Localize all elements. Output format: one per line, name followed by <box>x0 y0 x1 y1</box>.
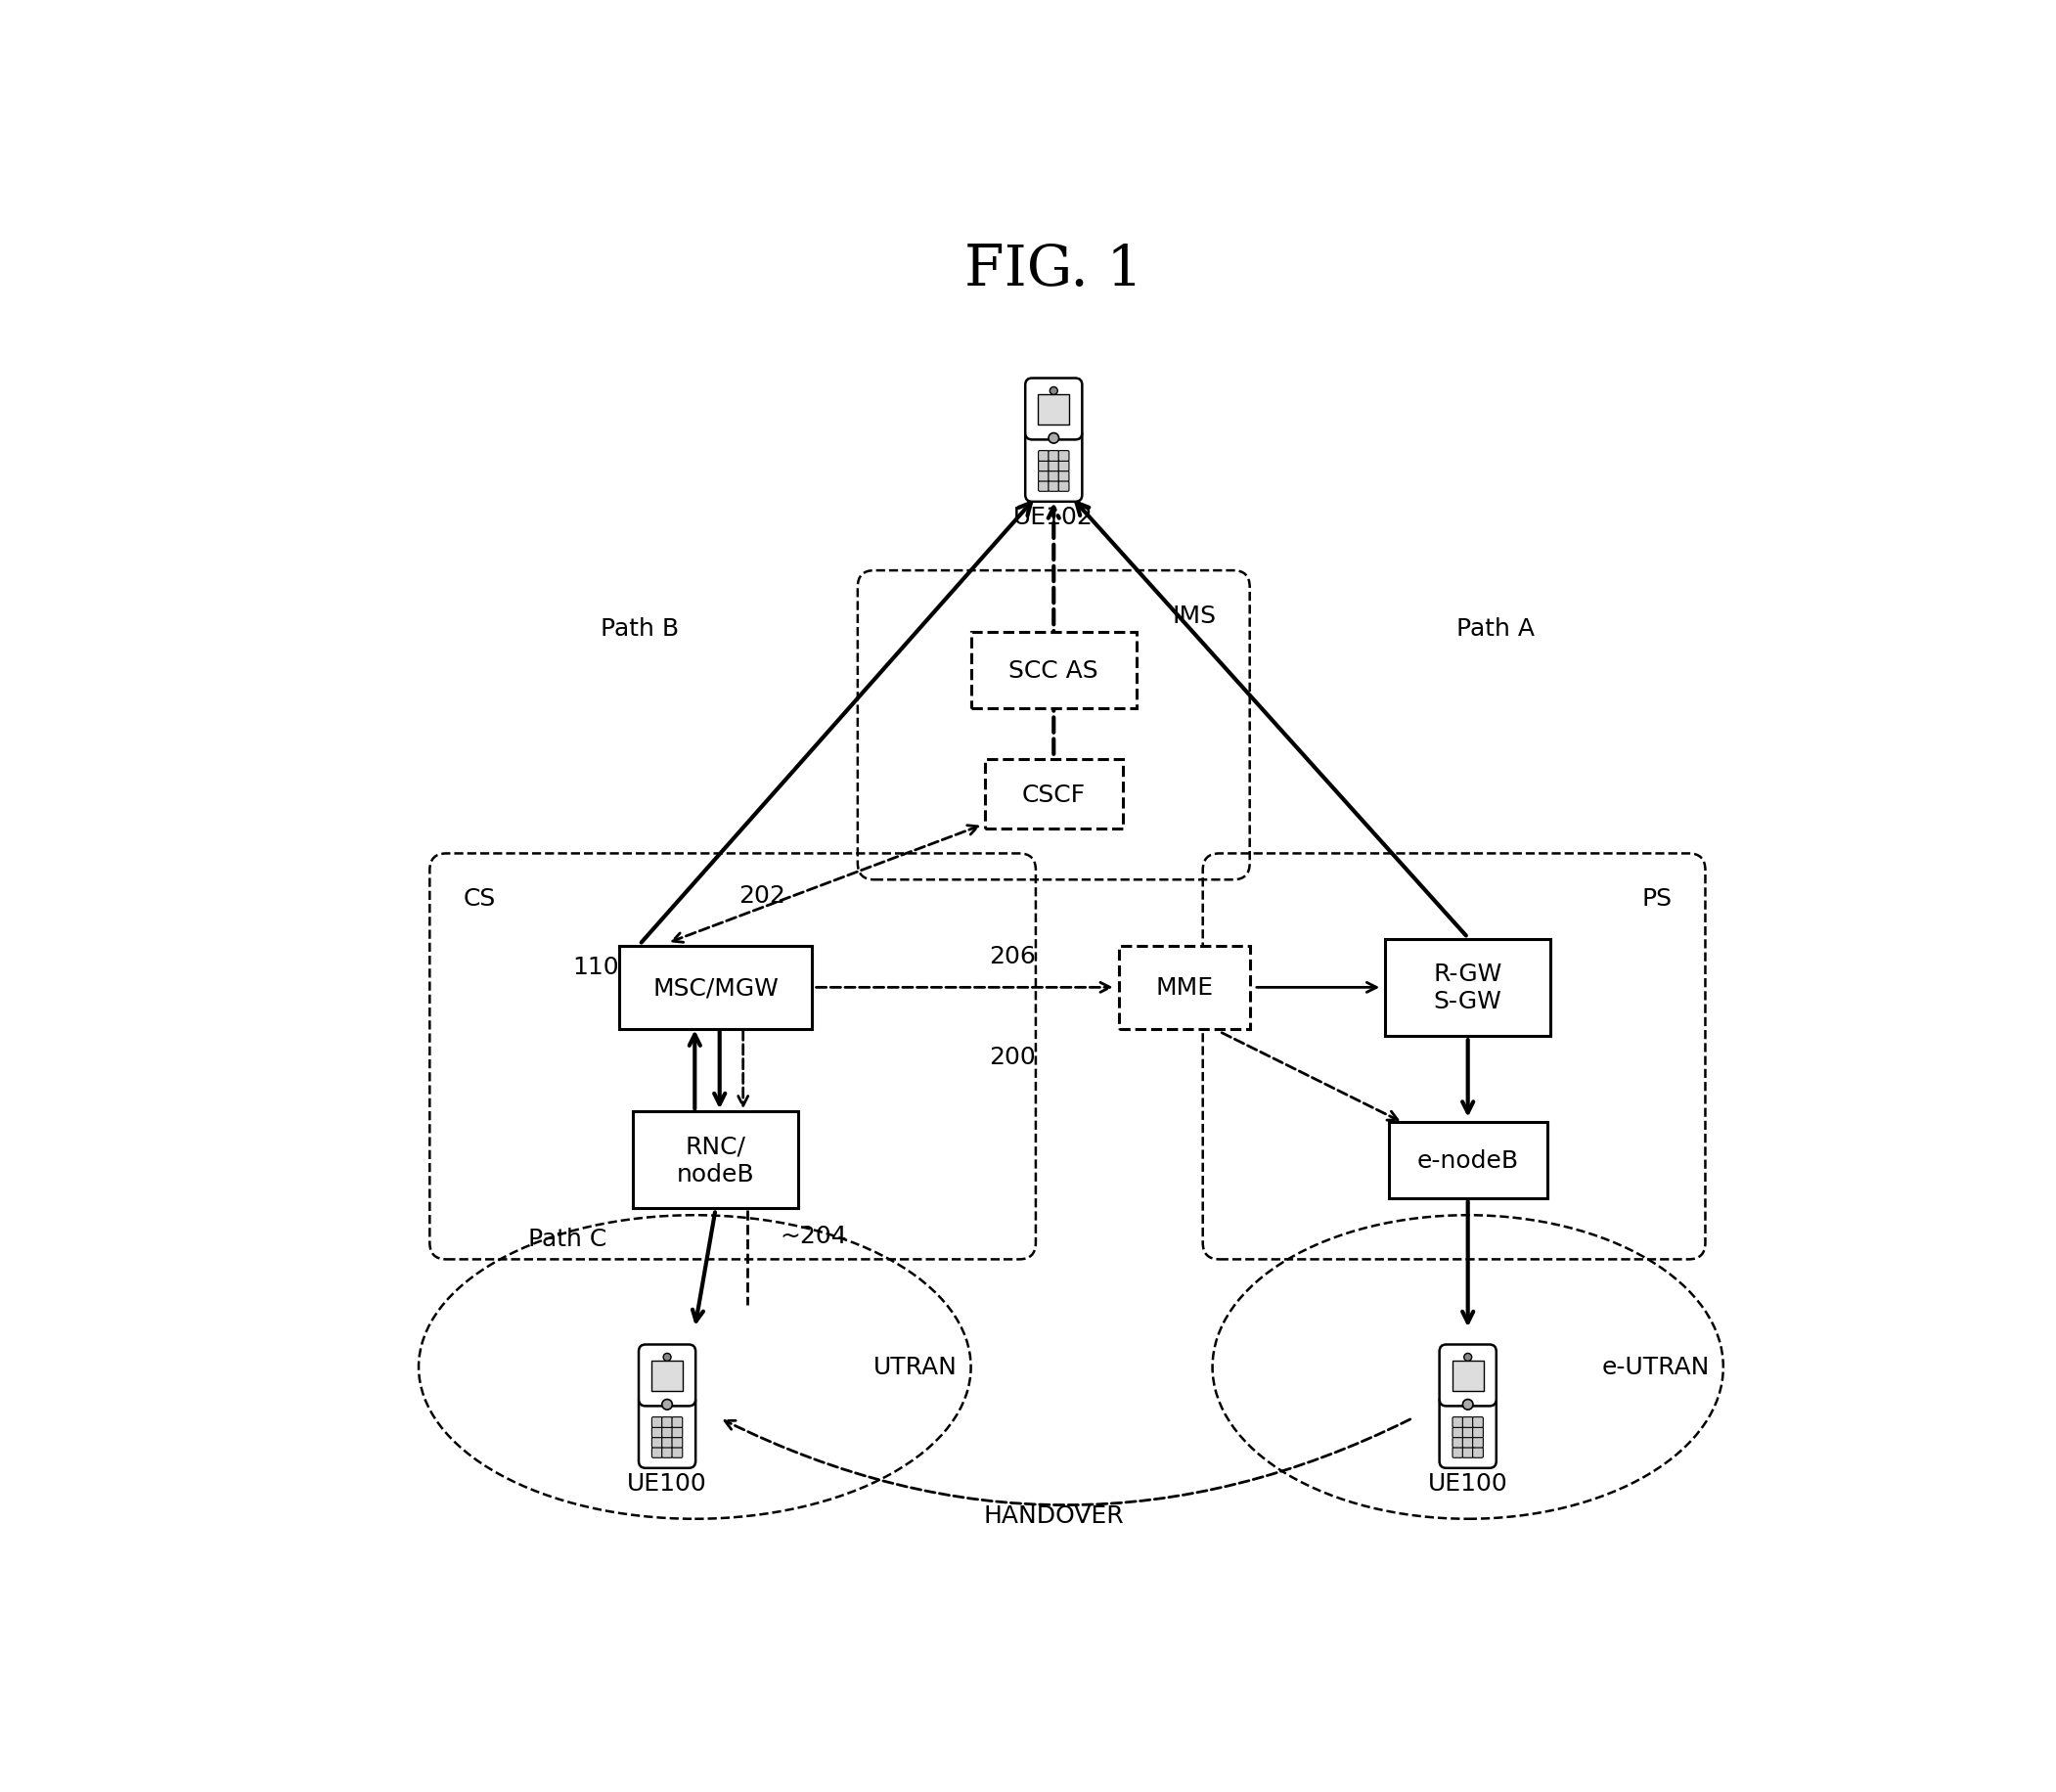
FancyBboxPatch shape <box>1472 1448 1482 1459</box>
Text: R-GW
S-GW: R-GW S-GW <box>1433 962 1503 1012</box>
Text: e-nodeB: e-nodeB <box>1417 1149 1519 1172</box>
FancyBboxPatch shape <box>652 1426 662 1437</box>
Text: CS: CS <box>463 887 495 910</box>
FancyBboxPatch shape <box>1059 461 1069 471</box>
FancyBboxPatch shape <box>1118 946 1250 1029</box>
FancyBboxPatch shape <box>1472 1437 1482 1448</box>
FancyBboxPatch shape <box>1462 1448 1472 1459</box>
Text: 206: 206 <box>989 944 1036 968</box>
FancyArrowPatch shape <box>672 826 979 943</box>
FancyBboxPatch shape <box>1452 1437 1464 1448</box>
FancyArrowPatch shape <box>693 1213 715 1321</box>
FancyBboxPatch shape <box>1038 396 1069 425</box>
FancyBboxPatch shape <box>1472 1417 1482 1428</box>
FancyBboxPatch shape <box>1472 1426 1482 1437</box>
Circle shape <box>1462 1400 1472 1410</box>
Text: FIG. 1: FIG. 1 <box>964 244 1143 297</box>
FancyBboxPatch shape <box>662 1437 672 1448</box>
Circle shape <box>662 1400 672 1410</box>
FancyBboxPatch shape <box>1462 1426 1472 1437</box>
FancyArrowPatch shape <box>1077 504 1466 935</box>
Circle shape <box>1049 434 1059 444</box>
Text: RNC/
nodeB: RNC/ nodeB <box>676 1134 755 1186</box>
FancyBboxPatch shape <box>1049 452 1059 462</box>
Text: e-UTRAN: e-UTRAN <box>1602 1355 1709 1378</box>
Text: Path B: Path B <box>600 616 678 642</box>
FancyBboxPatch shape <box>672 1426 683 1437</box>
FancyBboxPatch shape <box>1386 939 1550 1036</box>
FancyBboxPatch shape <box>1439 1344 1497 1407</box>
FancyArrowPatch shape <box>641 504 1030 943</box>
FancyBboxPatch shape <box>985 760 1123 830</box>
FancyBboxPatch shape <box>652 1417 662 1428</box>
FancyBboxPatch shape <box>1049 461 1059 471</box>
FancyArrowPatch shape <box>689 1036 701 1109</box>
FancyBboxPatch shape <box>619 946 812 1029</box>
FancyArrowPatch shape <box>1256 982 1378 993</box>
Text: ~204: ~204 <box>781 1224 847 1247</box>
FancyBboxPatch shape <box>639 1394 695 1468</box>
FancyBboxPatch shape <box>1049 482 1059 493</box>
Text: UE102: UE102 <box>1014 505 1094 529</box>
Text: UTRAN: UTRAN <box>874 1355 956 1378</box>
Text: Path C: Path C <box>528 1228 607 1251</box>
Text: Path A: Path A <box>1456 616 1534 642</box>
FancyBboxPatch shape <box>1462 1417 1472 1428</box>
Text: 202: 202 <box>738 883 785 907</box>
FancyBboxPatch shape <box>1038 482 1049 493</box>
FancyArrowPatch shape <box>738 1030 748 1106</box>
FancyBboxPatch shape <box>662 1417 672 1428</box>
FancyBboxPatch shape <box>652 1437 662 1448</box>
FancyBboxPatch shape <box>672 1437 683 1448</box>
FancyBboxPatch shape <box>1026 378 1081 441</box>
FancyBboxPatch shape <box>672 1417 683 1428</box>
FancyBboxPatch shape <box>662 1448 672 1459</box>
Text: SCC AS: SCC AS <box>1009 659 1098 683</box>
FancyBboxPatch shape <box>672 1448 683 1459</box>
Text: MME: MME <box>1155 977 1213 1000</box>
FancyBboxPatch shape <box>970 633 1137 708</box>
FancyBboxPatch shape <box>1462 1437 1472 1448</box>
Text: 110: 110 <box>572 955 619 978</box>
FancyArrowPatch shape <box>726 1419 1410 1505</box>
FancyBboxPatch shape <box>639 1344 695 1407</box>
FancyBboxPatch shape <box>1059 482 1069 493</box>
FancyBboxPatch shape <box>652 1362 683 1391</box>
FancyBboxPatch shape <box>1452 1417 1464 1428</box>
FancyBboxPatch shape <box>1038 461 1049 471</box>
FancyArrowPatch shape <box>1221 1034 1398 1120</box>
FancyBboxPatch shape <box>633 1111 798 1208</box>
FancyBboxPatch shape <box>1452 1426 1464 1437</box>
FancyBboxPatch shape <box>1026 428 1081 502</box>
FancyBboxPatch shape <box>1059 452 1069 462</box>
Circle shape <box>1051 387 1057 396</box>
Text: UE100: UE100 <box>1427 1471 1507 1495</box>
FancyArrowPatch shape <box>1049 507 1059 754</box>
FancyBboxPatch shape <box>1059 471 1069 482</box>
FancyBboxPatch shape <box>652 1448 662 1459</box>
FancyArrowPatch shape <box>1462 1039 1474 1113</box>
Text: CSCF: CSCF <box>1022 783 1086 806</box>
FancyBboxPatch shape <box>1439 1394 1497 1468</box>
FancyBboxPatch shape <box>1049 471 1059 482</box>
FancyBboxPatch shape <box>662 1426 672 1437</box>
Text: MSC/MGW: MSC/MGW <box>652 977 779 1000</box>
Text: HANDOVER: HANDOVER <box>983 1503 1125 1527</box>
Circle shape <box>664 1353 670 1362</box>
Circle shape <box>1464 1353 1472 1362</box>
FancyBboxPatch shape <box>1038 471 1049 482</box>
FancyBboxPatch shape <box>1388 1122 1548 1199</box>
FancyBboxPatch shape <box>1452 1448 1464 1459</box>
FancyArrowPatch shape <box>1462 1202 1474 1322</box>
Text: 200: 200 <box>989 1045 1036 1068</box>
Text: UE100: UE100 <box>627 1471 707 1495</box>
Text: PS: PS <box>1643 887 1672 910</box>
FancyBboxPatch shape <box>1038 452 1049 462</box>
FancyArrowPatch shape <box>713 1030 726 1104</box>
FancyBboxPatch shape <box>1452 1362 1482 1391</box>
Text: IMS: IMS <box>1172 604 1217 627</box>
